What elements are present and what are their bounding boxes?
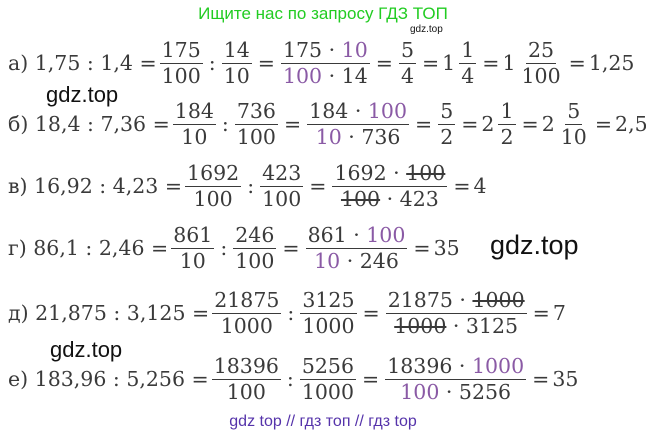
fraction: 861 10 bbox=[171, 222, 215, 273]
fraction: 21875 · 1000 1000 · 3125 bbox=[385, 287, 527, 338]
equation-row-e: д) 21,875 : 3,125 = 21875 1000 : 3125 1000… bbox=[8, 287, 566, 338]
equation-result: 4 bbox=[473, 174, 487, 198]
watermark-small: gdz.top bbox=[410, 24, 443, 35]
watermark: gdz.top bbox=[490, 230, 579, 260]
equation-row-b: б) 18,4 : 7,36 = 184 10 : 736 100 = 184 · … bbox=[8, 98, 646, 149]
equation-row-d: г) 86,1 : 2,46 = 861 10 : 246 100 = 861 · … bbox=[8, 222, 460, 273]
fraction: 14 10 bbox=[221, 37, 252, 88]
equation-row-a: а) 1,75 : 1,4 = 175 100 : 14 10 = 175 · 10… bbox=[8, 37, 635, 88]
fraction: 423 100 bbox=[260, 160, 304, 211]
equation-label: е) 183,96 : 5,256 = bbox=[8, 367, 209, 391]
equation-label: б) 18,4 : 7,36 = bbox=[8, 112, 170, 136]
mixed-number: 2 5 10 bbox=[541, 98, 587, 149]
header-banner: Ищите нас по запросу ГДЗ ТОП bbox=[198, 4, 448, 23]
equation-row-c: в) 16,92 : 4,23 = 1692 100 : 423 100 = 169… bbox=[8, 160, 487, 211]
equation-label: г) 86,1 : 2,46 = bbox=[8, 236, 169, 260]
fraction: 184 10 bbox=[172, 98, 216, 149]
fraction: 18396 100 bbox=[211, 353, 281, 404]
equation-result: 35 bbox=[433, 236, 460, 260]
fraction: 736 100 bbox=[234, 98, 278, 149]
fraction: 21875 1000 bbox=[212, 287, 282, 338]
fraction: 18396 · 1000 100 · 5256 bbox=[385, 353, 527, 404]
equation-result: 2,5 bbox=[615, 112, 646, 136]
fraction: 861 · 100 10 · 246 bbox=[305, 222, 408, 273]
fraction: 5256 1000 bbox=[299, 353, 357, 404]
footer-watermark: gdz top // гдз топ // гдз top bbox=[229, 413, 417, 430]
watermark: gdz.top bbox=[50, 337, 123, 362]
fraction: 175 · 10 100 · 14 bbox=[280, 37, 370, 88]
fraction: 246 100 bbox=[233, 222, 277, 273]
equation-result: 35 bbox=[552, 367, 579, 391]
fraction: 3125 1000 bbox=[300, 287, 357, 338]
equation-result: 7 bbox=[552, 301, 566, 325]
fraction: 1692 · 100 100 · 423 bbox=[332, 160, 448, 211]
fraction: 175 100 bbox=[159, 37, 203, 88]
watermark: gdz.top bbox=[46, 82, 119, 107]
equation-label: а) 1,75 : 1,4 = bbox=[8, 51, 157, 75]
fraction: 1692 100 bbox=[185, 160, 242, 211]
equation-result: 1,25 bbox=[588, 51, 635, 75]
equation-label: в) 16,92 : 4,23 = bbox=[8, 174, 183, 198]
equation-row-f: е) 183,96 : 5,256 = 18396 100 : 5256 1000 … bbox=[8, 353, 579, 404]
fraction: 184 · 100 10 · 736 bbox=[307, 98, 409, 149]
equation-label: д) 21,875 : 3,125 = bbox=[8, 301, 210, 325]
mixed-number: 1 25 100 bbox=[502, 37, 561, 88]
